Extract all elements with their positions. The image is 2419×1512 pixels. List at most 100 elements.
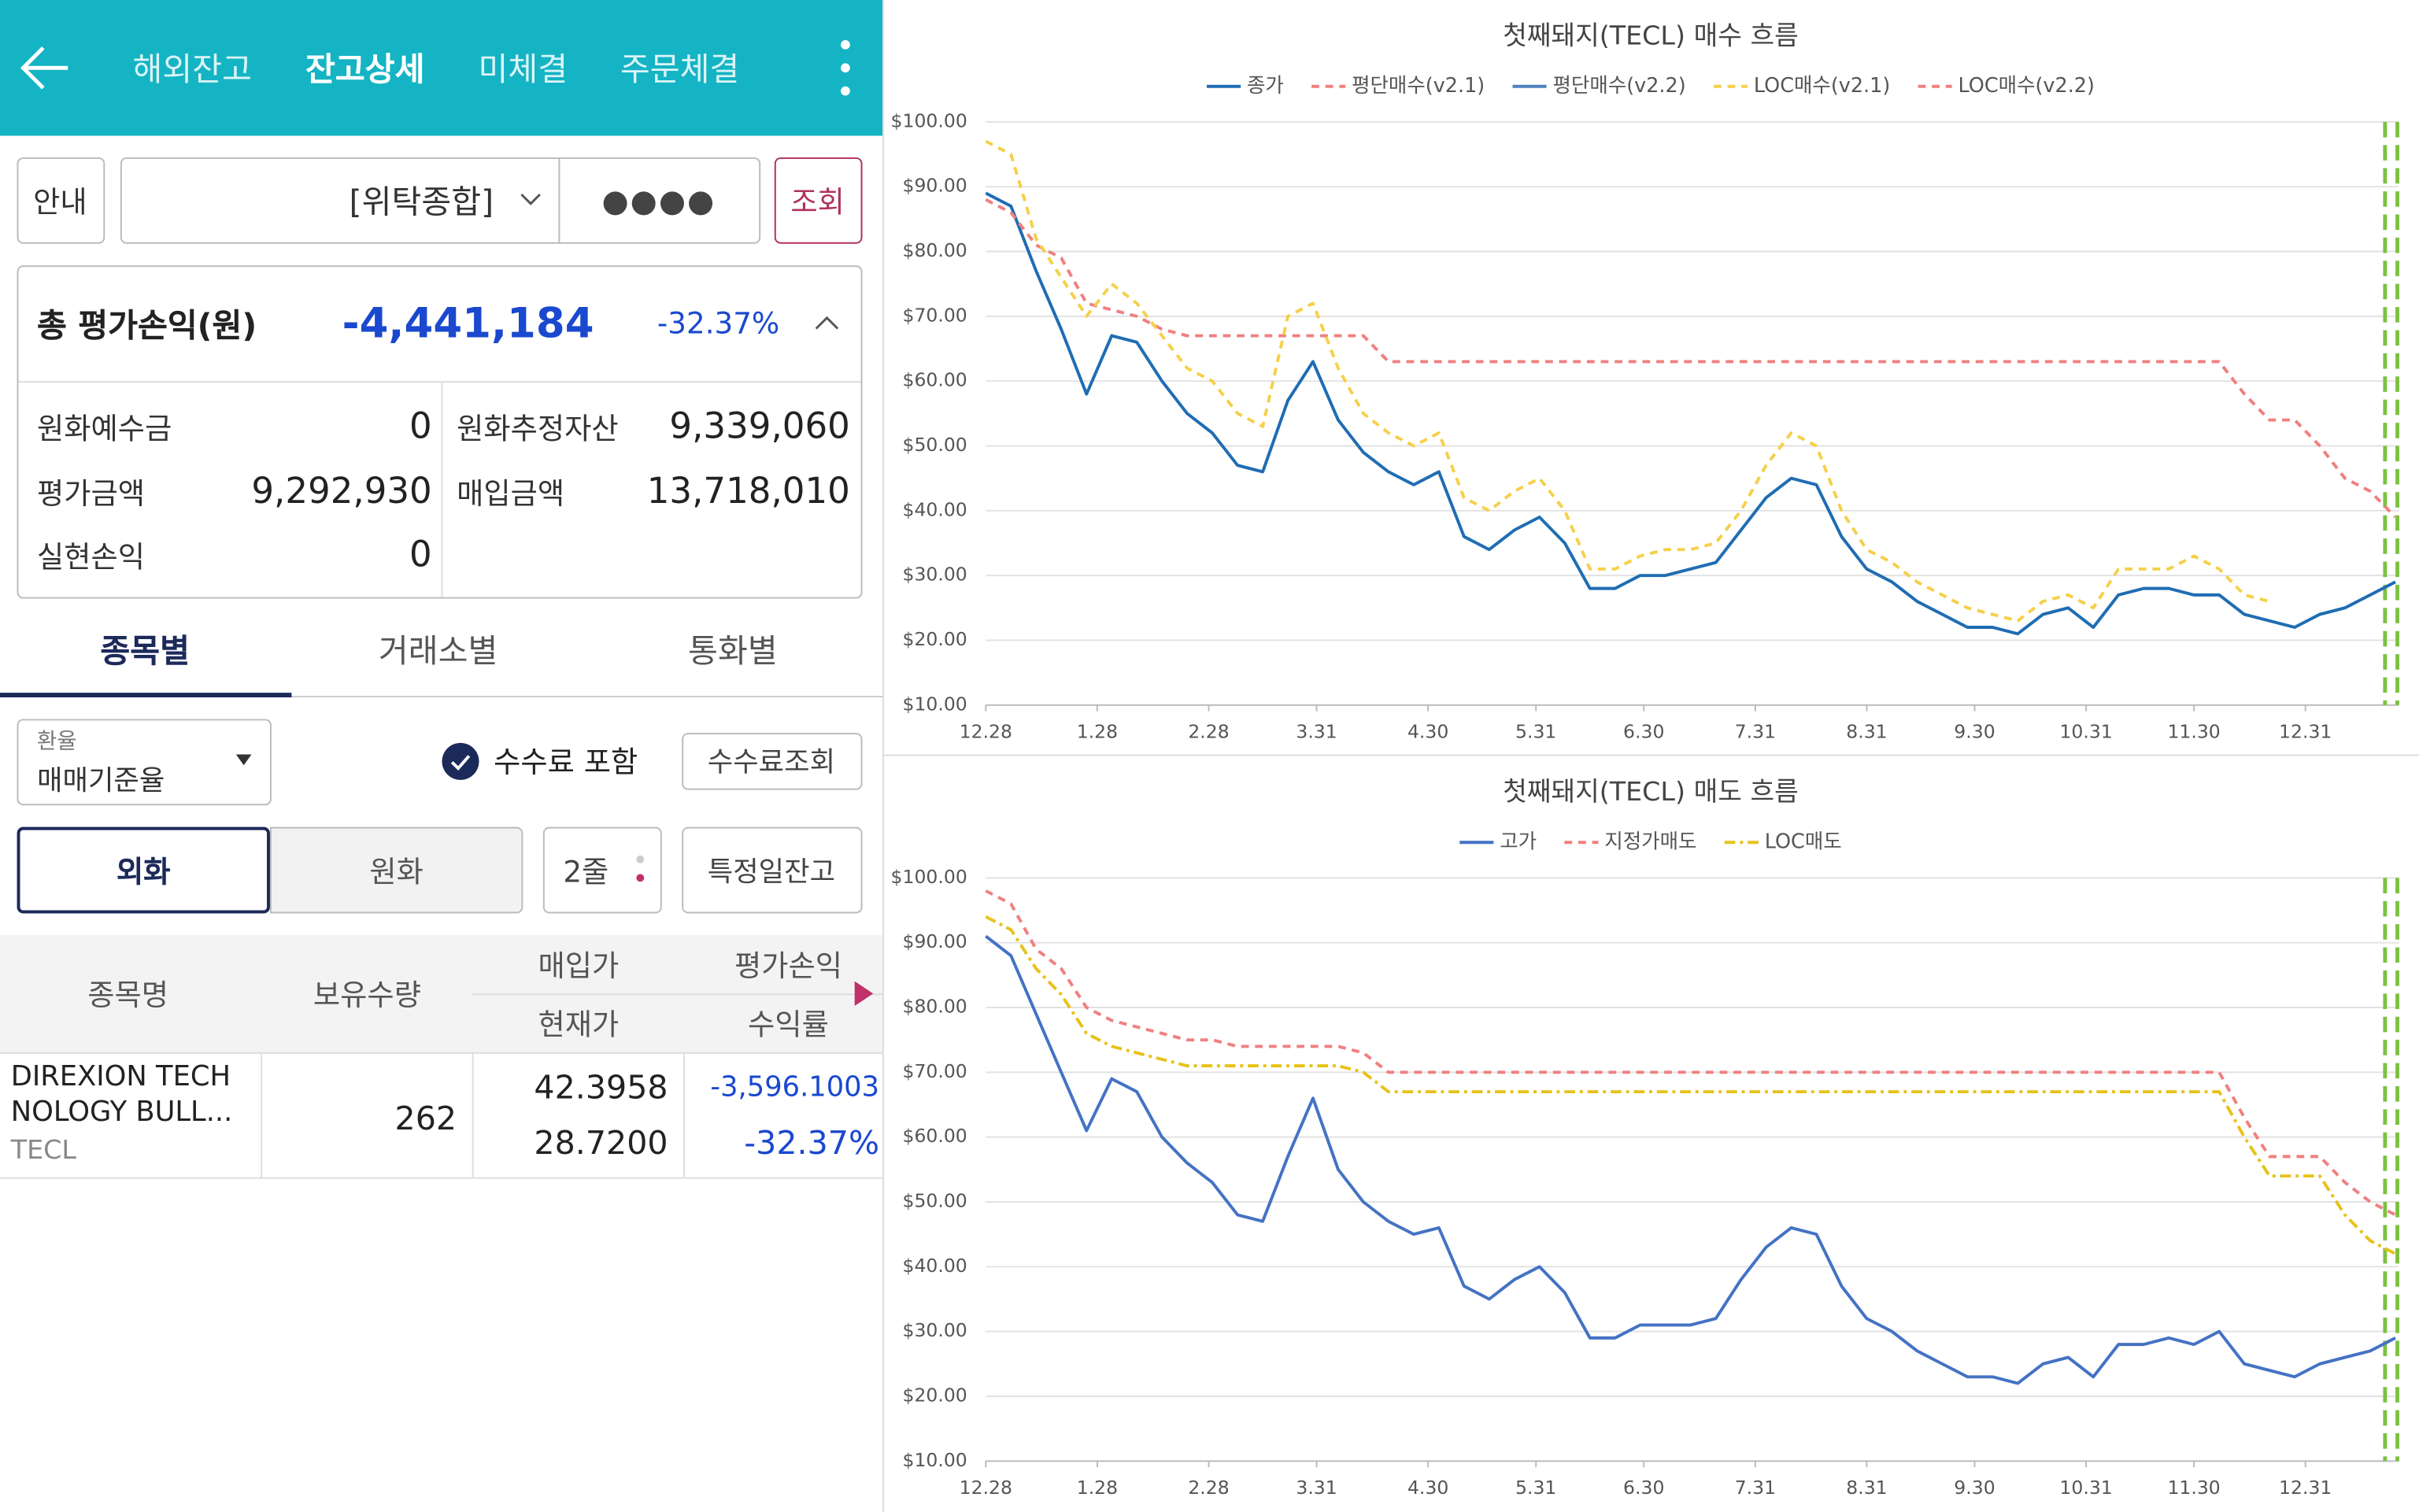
column-header[interactable]: 보유수량 <box>313 978 421 1013</box>
chart-title: 첫째돼지(TECL) 매도 흐름 <box>1503 776 1799 807</box>
y-tick-label: $90.00 <box>903 930 967 952</box>
view-tab[interactable]: 거래소별 <box>378 632 498 670</box>
tab[interactable]: 주문체결 <box>620 50 740 88</box>
currency-label: 외화 <box>116 855 171 890</box>
divider <box>0 1052 883 1054</box>
separator <box>883 754 2419 756</box>
x-tick-label: 11.30 <box>2167 721 2220 743</box>
x-tick-label: 12.28 <box>960 721 1012 743</box>
y-tick-label: $60.00 <box>903 1125 967 1147</box>
divider <box>441 383 443 597</box>
query-button[interactable] <box>774 157 863 244</box>
tab[interactable]: 해외잔고 <box>132 50 252 88</box>
chart: 첫째돼지(TECL) 매수 흐름 $10.00 $20.00 $30.00 $40.00… <box>891 20 2399 743</box>
row-value: 0 <box>409 535 432 576</box>
y-tick-label: $20.00 <box>903 1384 967 1406</box>
separator <box>882 0 884 1512</box>
x-tick-label: 6.30 <box>1623 1477 1664 1499</box>
y-tick-label: $80.00 <box>903 996 967 1018</box>
y-tick-label: $50.00 <box>903 434 967 456</box>
column-header[interactable]: 종목명 <box>87 978 169 1013</box>
divider <box>0 696 883 698</box>
tab[interactable]: 잔고상세 <box>305 50 425 88</box>
column-header[interactable]: 매입가 <box>538 949 620 984</box>
column-header[interactable]: 현재가 <box>538 1007 620 1043</box>
y-tick-label: $60.00 <box>903 369 967 391</box>
x-tick-label: 2.28 <box>1188 721 1229 743</box>
y-tick-label: $10.00 <box>903 693 967 715</box>
row-label: 매입금액 <box>457 477 565 512</box>
view-tab[interactable]: 종목별 <box>100 632 190 670</box>
quantity: 262 <box>394 1100 457 1137</box>
series-line <box>985 139 2270 623</box>
y-tick-label: $80.00 <box>903 239 967 261</box>
x-tick-label: 10.31 <box>2059 721 2112 743</box>
summary-rate: -32.37% <box>657 307 780 342</box>
x-tick-label: 2.28 <box>1188 1477 1229 1499</box>
y-tick-label: $40.00 <box>903 498 967 520</box>
x-tick-label: 5.31 <box>1515 721 1556 743</box>
menu-button[interactable] <box>830 37 860 98</box>
x-tick-label: 9.30 <box>1954 721 1995 743</box>
x-tick-label: 12.31 <box>2279 1477 2332 1499</box>
series-line <box>985 934 2396 1385</box>
rate-caption: 환율 <box>37 730 77 755</box>
x-tick-label: 10.31 <box>2059 1477 2112 1499</box>
rate-value: 매매기준율 <box>37 765 165 798</box>
view-tab[interactable]: 통화별 <box>688 632 778 670</box>
legend-label: 평단매수(v2.2) <box>1552 74 1685 98</box>
legend-label: 평단매수(v2.1) <box>1352 74 1485 98</box>
column-header[interactable]: 평가손익 <box>734 949 842 984</box>
ticker: TECL <box>10 1135 76 1166</box>
rate-select[interactable] <box>17 719 272 806</box>
summary-label: 총 평가손익(원) <box>37 307 257 345</box>
buy-price: 42.3958 <box>534 1069 668 1107</box>
tab[interactable]: 미체결 <box>478 50 568 88</box>
x-tick-label: 4.30 <box>1407 721 1448 743</box>
x-tick-label: 1.28 <box>1077 721 1118 743</box>
specific-date-label: 특정일잔고 <box>707 856 836 889</box>
divider <box>683 1053 686 1177</box>
scroll-indicator[interactable] <box>853 980 875 1007</box>
app-header: 해외잔고 잔고상세 미체결 주문체결 <box>0 0 883 136</box>
password-box[interactable] <box>558 157 761 244</box>
specific-date-button[interactable] <box>682 826 863 914</box>
row-value: 9,339,060 <box>669 407 850 448</box>
divider <box>261 1053 263 1177</box>
stock-name: NOLOGY BULL... <box>10 1096 233 1129</box>
legend-label: 지정가매도 <box>1604 830 1696 853</box>
chevron <box>520 193 541 205</box>
row-label: 원화예수금 <box>37 412 172 447</box>
lines-button[interactable] <box>542 826 662 914</box>
account-type: [위탁종합] <box>349 183 494 221</box>
y-tick-label: $70.00 <box>903 304 967 326</box>
back-button[interactable] <box>16 40 77 96</box>
lines-label: 2줄 <box>563 855 609 890</box>
y-tick-label: $50.00 <box>903 1189 967 1211</box>
row-value: 0 <box>409 407 432 448</box>
column-header[interactable]: 수익률 <box>748 1007 829 1043</box>
currency-won[interactable] <box>269 826 523 914</box>
chart-title: 첫째돼지(TECL) 매수 흐름 <box>1503 20 1799 51</box>
fee-checkbox[interactable] <box>442 742 480 781</box>
account-select[interactable] <box>120 157 560 244</box>
guide-button[interactable] <box>17 157 105 244</box>
legend-label: 종가 <box>1247 74 1284 98</box>
summary-box <box>17 265 863 599</box>
dropdown-icon <box>235 754 252 766</box>
y-tick-label: $100.00 <box>891 109 967 131</box>
fee-query-button[interactable] <box>682 733 863 790</box>
collapse-icon[interactable] <box>813 312 841 333</box>
x-tick-label: 5.31 <box>1515 1477 1556 1499</box>
fee-query-label: 수수료조회 <box>707 746 836 779</box>
tab-indicator <box>0 693 292 698</box>
y-tick-label: $90.00 <box>903 175 967 197</box>
pnl: -3,596.1003 <box>710 1071 880 1104</box>
x-tick-label: 7.31 <box>1735 1477 1776 1499</box>
currency-foreign[interactable] <box>17 826 270 914</box>
y-tick-label: $100.00 <box>891 866 967 888</box>
x-tick-label: 3.31 <box>1296 721 1337 743</box>
y-tick-label: $30.00 <box>903 1319 967 1341</box>
